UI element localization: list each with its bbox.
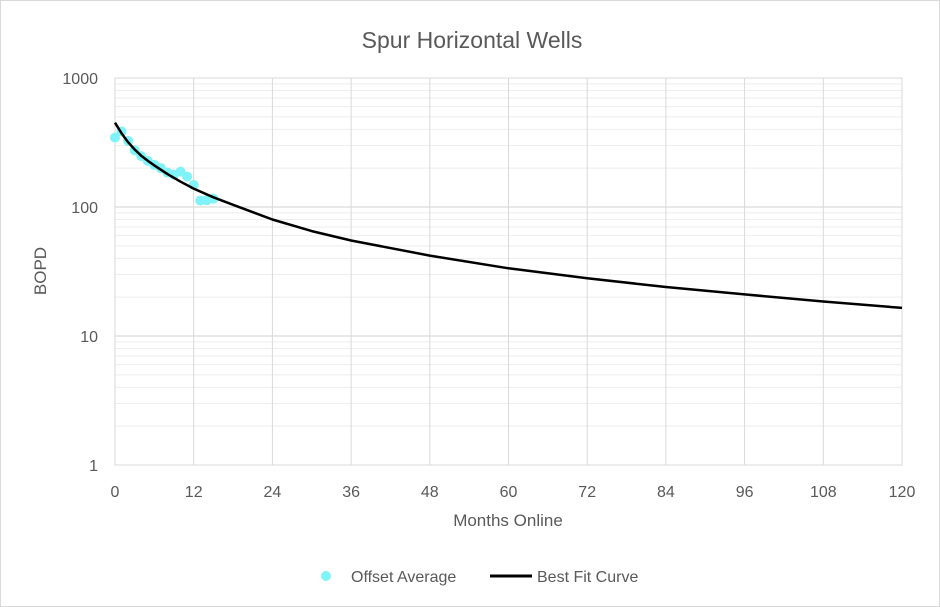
legend: Offset Average Best Fit Curve [321, 569, 638, 586]
y-tick-label: 1000 [62, 71, 98, 88]
y-axis-ticks: 1 10 100 1000 [62, 71, 98, 475]
x-tick-label: 72 [578, 484, 596, 501]
grid [114, 77, 903, 466]
series-layer [110, 122, 903, 310]
legend-marker-offset-average [321, 571, 331, 581]
x-tick-label: 60 [500, 484, 518, 501]
data-point-offset-average [110, 132, 120, 143]
x-tick-label: 36 [342, 484, 360, 501]
chart-title: Spur Horizontal Wells [362, 27, 583, 53]
x-tick-label: 108 [810, 484, 837, 501]
data-point-offset-average [182, 171, 193, 182]
y-tick-label: 1 [89, 458, 98, 475]
y-axis-label: BOPD [31, 247, 50, 295]
legend-label-best-fit-curve: Best Fit Curve [537, 569, 638, 586]
x-tick-label: 24 [264, 484, 282, 501]
legend-label-offset-average: Offset Average [351, 569, 456, 586]
y-tick-label: 100 [71, 200, 98, 217]
x-tick-label: 12 [185, 484, 203, 501]
x-tick-label: 0 [111, 484, 120, 501]
x-tick-label: 48 [421, 484, 439, 501]
x-tick-label: 120 [889, 484, 916, 501]
best-fit-curve-line [113, 122, 903, 310]
y-tick-label: 10 [80, 329, 98, 346]
x-tick-label: 84 [657, 484, 675, 501]
plot-border [114, 77, 903, 466]
x-axis-ticks: 0 12 24 36 48 60 72 84 96 108 120 [111, 484, 916, 501]
plot-area-border [114, 77, 903, 466]
x-tick-label: 96 [736, 484, 754, 501]
x-axis-label: Months Online [453, 511, 563, 530]
